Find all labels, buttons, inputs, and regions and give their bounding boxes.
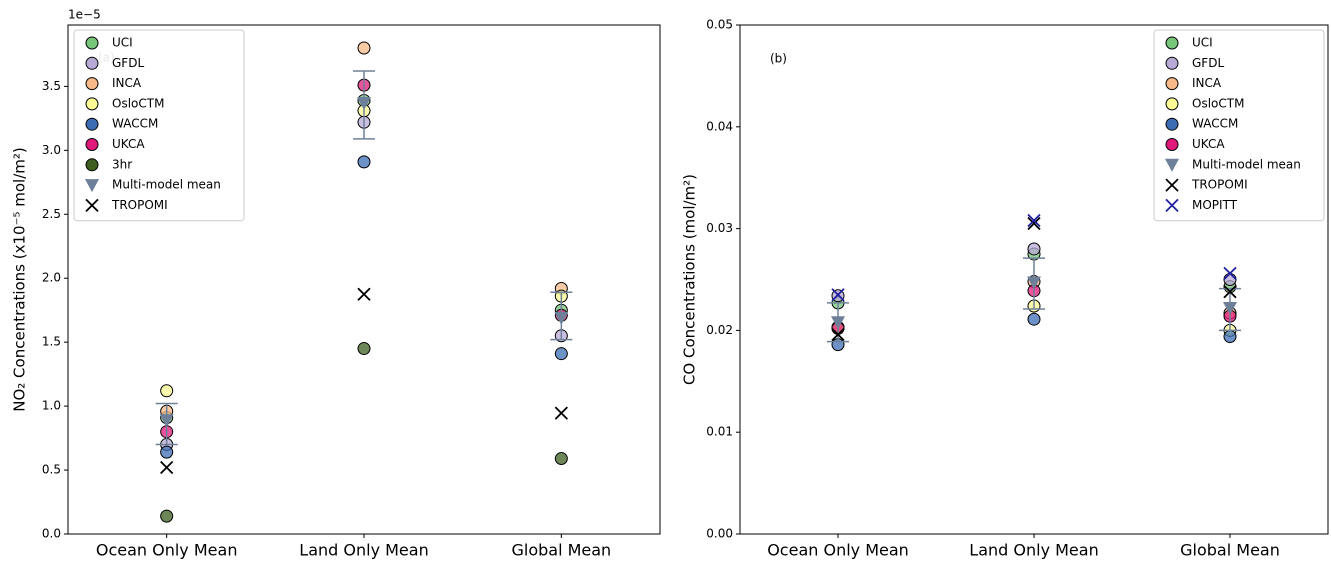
y-tick-label: 0.00: [706, 527, 733, 541]
legend-label: UCI: [112, 36, 133, 50]
x-tick-label: Global Mean: [1180, 541, 1280, 560]
x-tick-label: Ocean Only Mean: [96, 541, 238, 560]
legend-label: WACCM: [112, 117, 158, 131]
y-axis-label: CO Concentrations (mol/m²): [681, 174, 699, 385]
data-point: [1223, 330, 1237, 344]
data-point: [357, 342, 371, 356]
legend-marker: [1165, 198, 1179, 213]
data-point: [1027, 312, 1041, 326]
y-tick-label: 0.01: [706, 425, 733, 439]
legend-marker: [85, 138, 99, 151]
legend-marker: [1165, 36, 1179, 50]
data-point: [1027, 276, 1041, 290]
legend-marker: [1165, 138, 1179, 151]
legend-label: OsloCTM: [112, 96, 164, 110]
data-point: [357, 287, 371, 301]
legend-marker: [1165, 178, 1179, 192]
data-point: [554, 311, 569, 325]
legend-marker: [85, 36, 99, 50]
data-point: [357, 41, 371, 55]
data-point: [554, 347, 568, 361]
data-point: [357, 97, 371, 111]
legend-marker: [1165, 117, 1179, 131]
data-point: [160, 460, 174, 475]
data-point: [159, 414, 174, 428]
legend-marker: [85, 117, 99, 131]
data-point: [554, 452, 568, 466]
panel-label: (b): [770, 52, 787, 66]
data-point: [1223, 302, 1237, 316]
legend-label: UKCA: [1192, 137, 1225, 151]
legend-marker: [1165, 77, 1179, 91]
data-point: [357, 155, 371, 169]
y-tick-label: 0.5: [42, 463, 61, 477]
legend-box: [73, 29, 245, 222]
x-tick-label: Global Mean: [511, 541, 611, 560]
legend-label: TROPOMI: [1191, 178, 1248, 192]
y-tick-label: 0.0: [42, 527, 61, 541]
y-tick-label: 1.5: [42, 335, 61, 349]
data-point: [160, 445, 174, 459]
legend-marker: [1165, 158, 1179, 172]
data-point: [160, 384, 174, 398]
x-tick-label: Land Only Mean: [299, 541, 428, 560]
legend-marker: [85, 198, 99, 213]
y-tick-label: 3.5: [42, 79, 61, 93]
legend-label: UCI: [1192, 36, 1213, 50]
data-point: [160, 509, 174, 523]
legend-marker: [85, 77, 99, 91]
legend-box: [1153, 29, 1325, 222]
x-tick-label: Land Only Mean: [969, 541, 1098, 560]
data-point: [1223, 273, 1237, 286]
data-point: [831, 288, 845, 302]
legend-label: Multi-model mean: [1192, 157, 1301, 171]
data-point: [1027, 242, 1041, 256]
legend-marker: [85, 56, 99, 70]
legend-label: GFDL: [112, 56, 144, 70]
legend-marker: [1165, 97, 1179, 111]
legend-label: GFDL: [1192, 56, 1224, 70]
data-point: [1223, 285, 1237, 299]
y-tick-label: 2.0: [42, 271, 61, 285]
offset-text: 1e−5: [68, 8, 101, 22]
legend-label: MOPITT: [1192, 198, 1238, 212]
y-tick-label: 3.0: [42, 143, 61, 157]
legend-label: 3hr: [112, 157, 132, 171]
data-point: [1027, 216, 1041, 231]
legend-label: INCA: [1192, 76, 1222, 90]
y-axis-label: NO₂ Concentrations (x10⁻⁵ mol/m²): [11, 147, 29, 412]
y-tick-label: 1.0: [42, 399, 61, 413]
legend-label: UKCA: [112, 137, 145, 151]
y-tick-label: 0.04: [706, 119, 733, 133]
data-point: [1027, 213, 1041, 228]
y-tick-label: 0.03: [706, 221, 733, 235]
legend-label: WACCM: [1192, 117, 1238, 131]
data-point: [554, 406, 568, 420]
legend-marker: [85, 179, 99, 193]
y-tick-label: 0.05: [706, 18, 733, 32]
data-point: [831, 327, 845, 342]
legend-marker: [85, 97, 99, 111]
x-tick-label: Ocean Only Mean: [767, 541, 909, 560]
legend-marker: [85, 158, 99, 172]
data-point: [831, 316, 845, 330]
legend-label: Multi-model mean: [112, 178, 221, 192]
y-tick-label: 0.02: [706, 323, 733, 337]
legend-label: INCA: [112, 76, 142, 90]
plot-frame: [739, 24, 1329, 535]
legend-label: OsloCTM: [1192, 96, 1244, 110]
y-tick-label: 2.5: [42, 207, 61, 221]
data-point: [1223, 266, 1237, 281]
legend-marker: [1165, 56, 1179, 70]
legend-label: TROPOMI: [111, 198, 168, 212]
plot-frame: [67, 24, 661, 535]
